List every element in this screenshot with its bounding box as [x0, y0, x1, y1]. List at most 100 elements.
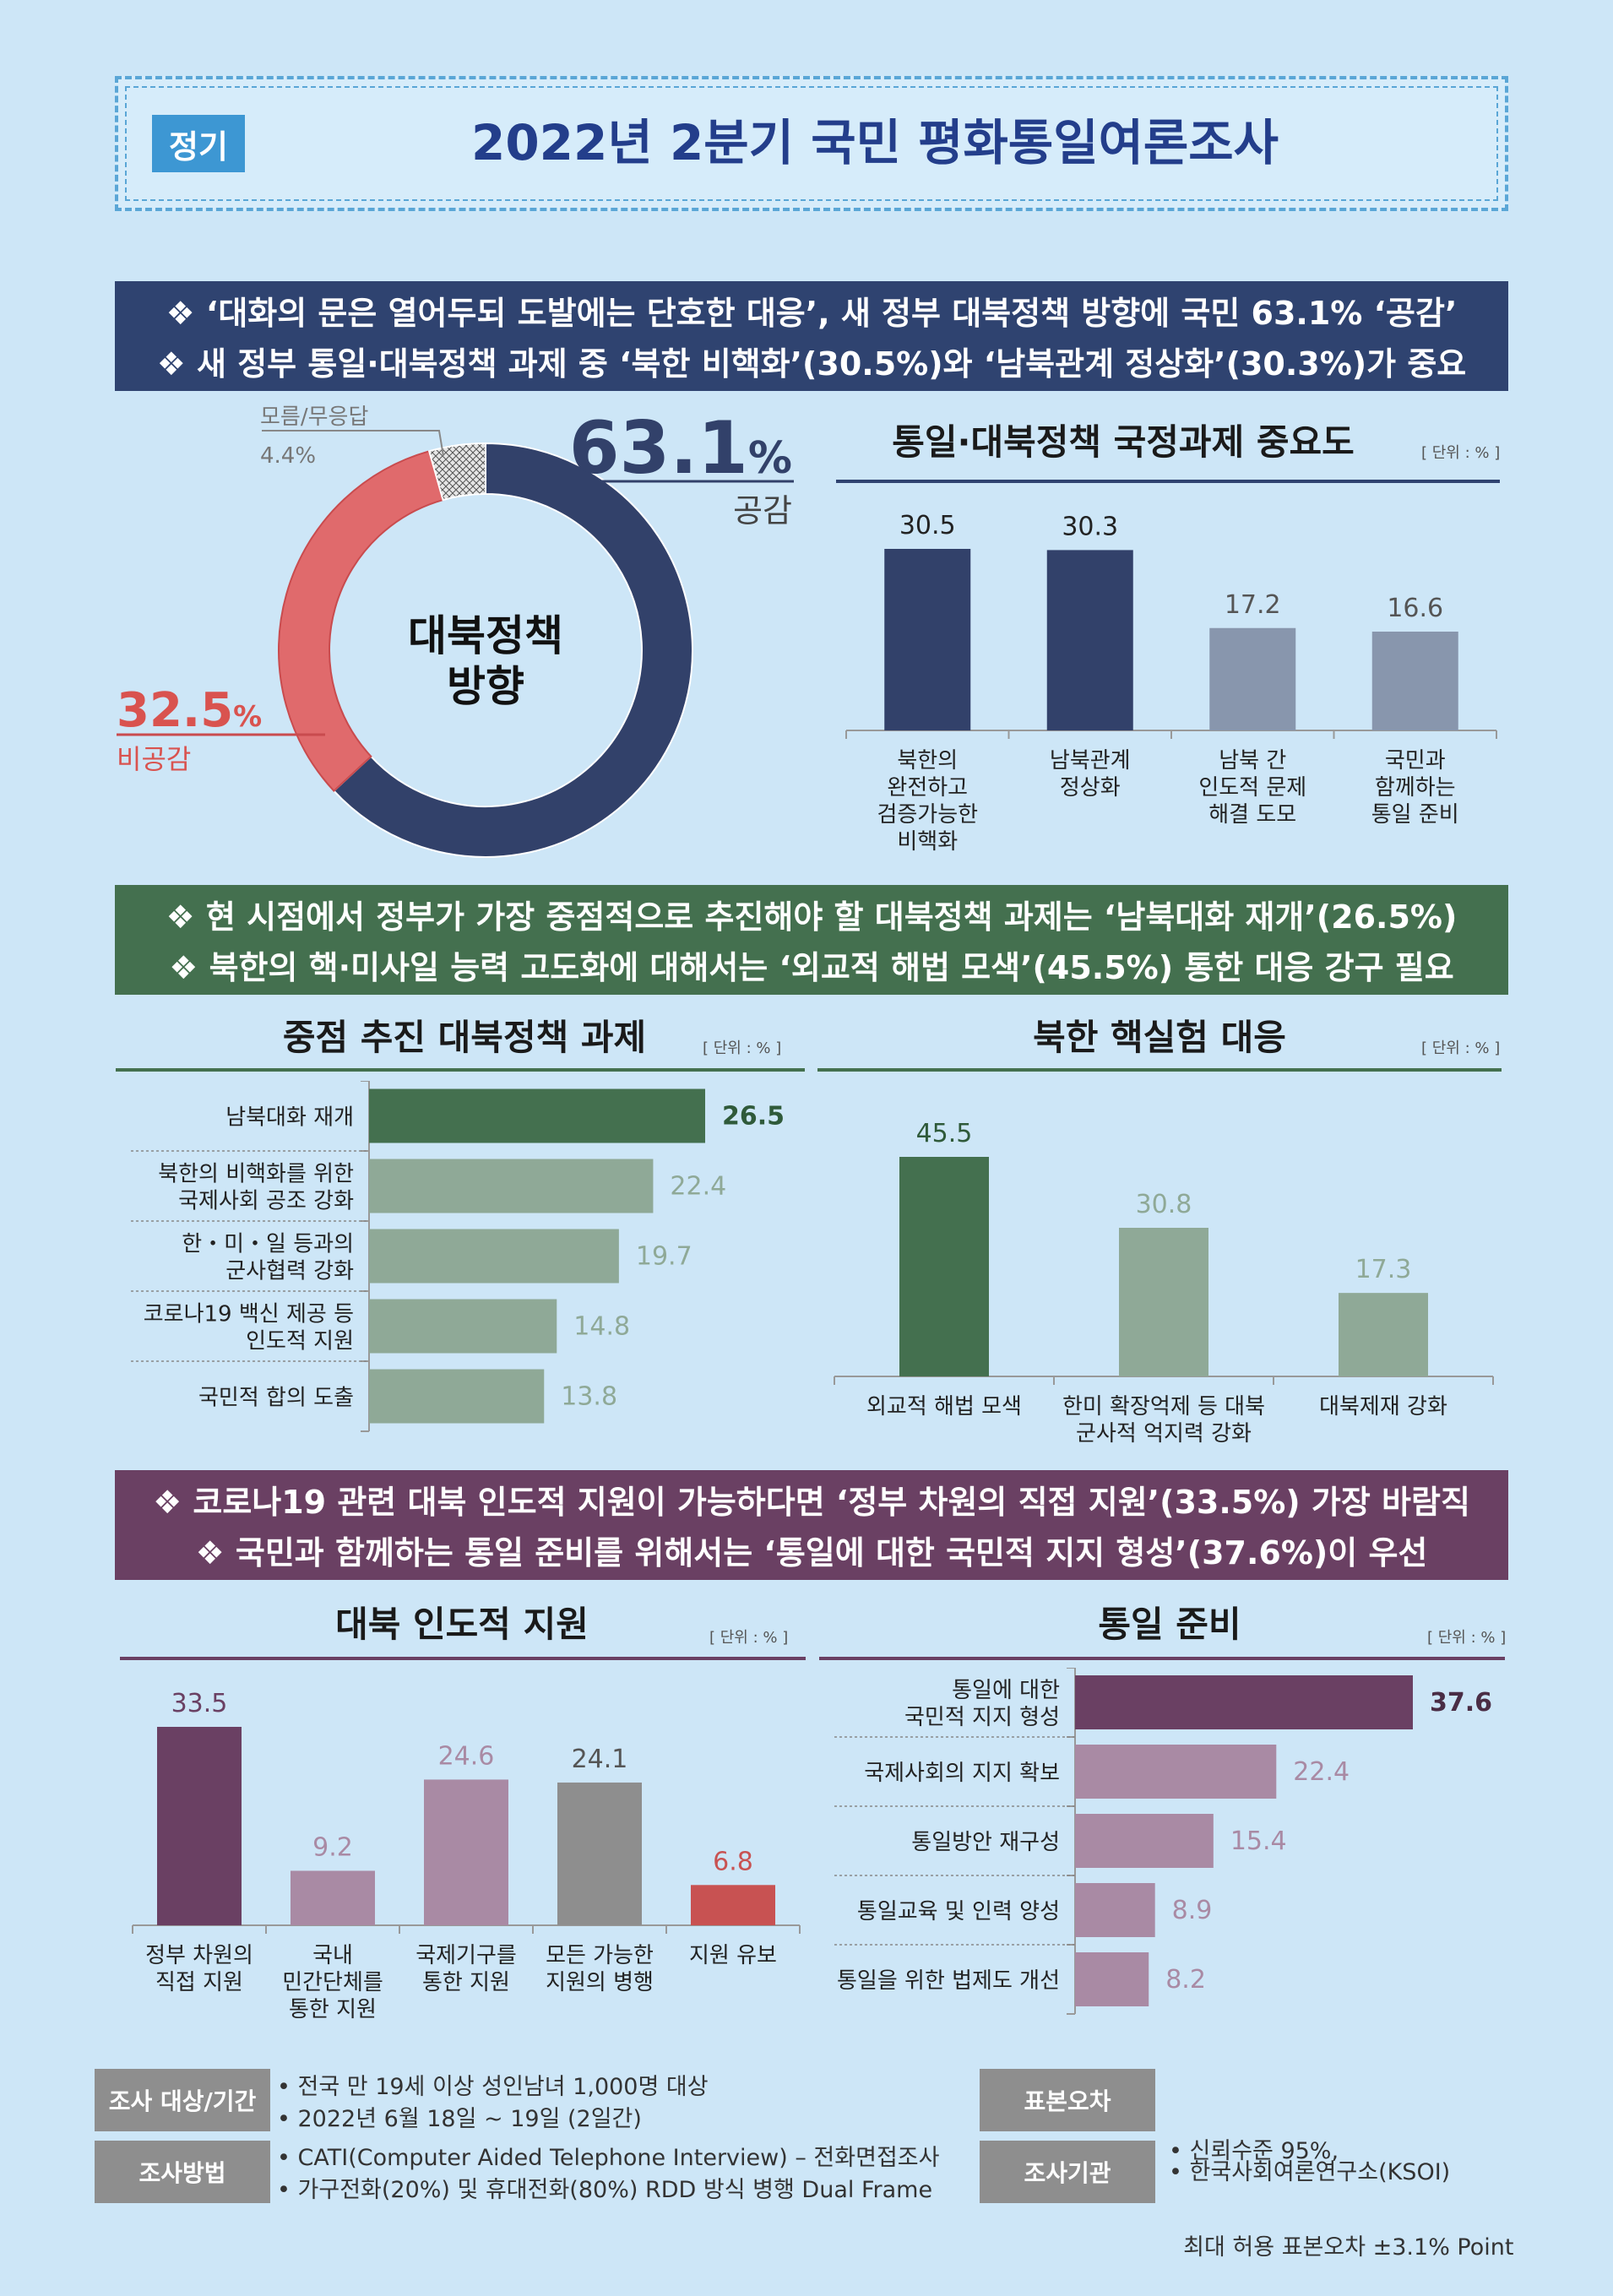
- tick-label: 정부 차원의: [145, 1943, 253, 1968]
- donut-center-label: 대북정책: [408, 611, 563, 660]
- header-box: 정기 2022년 2분기 국민 평화통일여론조사: [115, 76, 1508, 211]
- banner-line: ❖ 북한의 핵·미사일 능력 고도화에 대해서는 ‘외교적 해법 모색’(45.…: [169, 949, 1454, 986]
- data-label: 45.5: [916, 1119, 973, 1148]
- footer-method-label: 조사방법: [95, 2141, 270, 2203]
- tick-label: 통일 준비: [1371, 802, 1459, 828]
- data-label: 24.1: [572, 1745, 628, 1774]
- chart4-title: 북한 핵실험 대응: [1033, 1017, 1286, 1058]
- bar: [1075, 1745, 1277, 1799]
- banner-line: ❖ ‘대화의 문은 열어두되 도발에는 단호한 대응’, 새 정부 대북정책 방…: [166, 295, 1458, 332]
- tick-label: 북한의: [897, 748, 958, 773]
- data-label: 26.5: [722, 1102, 785, 1132]
- tick-label: 남북 간: [1219, 748, 1286, 773]
- data-label: 30.8: [1136, 1190, 1192, 1219]
- header-inner-border: [125, 86, 1498, 201]
- data-label: 8.2: [1165, 1965, 1206, 1995]
- footer-line: • 2022년 6월 18일 ~ 19일 (2일간): [277, 2106, 642, 2132]
- data-label: 8.9: [1172, 1896, 1213, 1925]
- bar: [884, 549, 971, 730]
- banner-section3: ❖ 코로나19 관련 대북 인도적 지원이 가능하다면 ‘정부 차원의 직접 지…: [115, 1470, 1508, 1580]
- footer-line: • 신뢰수준 95%,: [1169, 2138, 1339, 2164]
- agree-value: 63.1: [569, 406, 748, 491]
- bar: [899, 1157, 989, 1376]
- footer-line: • 가구전화(20%) 및 휴대전화(80%) RDD 방식 병행 Dual F…: [277, 2177, 933, 2203]
- data-label: 17.3: [1355, 1255, 1412, 1284]
- tick-label: 국민적 지지 형성: [904, 1705, 1060, 1730]
- data-label: 15.4: [1230, 1826, 1287, 1856]
- footer-survey-target-text: • 전국 만 19세 이상 성인남녀 1,000명 대상 • 2022년 6월 …: [277, 2071, 709, 2136]
- footer-org-text: • 한국사회여론연구소(KSOI): [1169, 2157, 1450, 2189]
- banner-line: ❖ 현 시점에서 정부가 가장 중점적으로 추진해야 할 대북정책 과제는 ‘남…: [166, 898, 1458, 936]
- disagree-value-label: 32.5%: [117, 683, 262, 738]
- tick-label: 남북관계: [1050, 748, 1131, 773]
- page-title: 2022년 2분기 국민 평화통일여론조사: [470, 114, 1279, 171]
- disagree-label: 비공감: [117, 743, 191, 775]
- data-label: 16.6: [1387, 594, 1443, 623]
- tick-label: 정상화: [1060, 775, 1121, 801]
- disagree-value: 32.5: [117, 683, 233, 738]
- tick-label: 국내: [312, 1943, 353, 1968]
- data-label: 19.7: [636, 1242, 692, 1272]
- chart5-unit: [ 단위 : % ]: [709, 1629, 789, 1647]
- chart2-title: 통일·대북정책 국정과제 중요도: [892, 421, 1355, 463]
- tick-label: 통일교육 및 인력 양성: [857, 1899, 1060, 1924]
- tick-label: 한・미・일 등과의: [182, 1232, 354, 1257]
- agree-percent: %: [748, 433, 792, 484]
- bar: [557, 1782, 642, 1925]
- bar: [691, 1885, 775, 1925]
- tick-label: 해결 도모: [1208, 802, 1296, 828]
- chart6-title: 통일 준비: [1098, 1604, 1241, 1645]
- tick-label: 대북제재 강화: [1319, 1394, 1447, 1419]
- donut-slices: [278, 442, 693, 858]
- data-label: 33.5: [171, 1689, 228, 1718]
- bar: [1371, 631, 1458, 730]
- callout-line-unknown: [262, 430, 444, 457]
- disagree-percent: %: [233, 700, 262, 734]
- bar: [1075, 1814, 1214, 1868]
- banner-line: ❖ 코로나19 관련 대북 인도적 지원이 가능하다면 ‘정부 차원의 직접 지…: [153, 1484, 1470, 1521]
- bar: [369, 1159, 654, 1213]
- unknown-value: 4.4%: [260, 443, 316, 469]
- data-label: 37.6: [1430, 1688, 1492, 1718]
- data-label: 30.5: [899, 511, 956, 540]
- chart3-title-rule: [116, 1068, 805, 1072]
- footer-line: • CATI(Computer Aided Telephone Intervie…: [277, 2145, 940, 2171]
- footer-org-label: 조사기관: [980, 2141, 1155, 2203]
- data-label: 9.2: [312, 1832, 353, 1862]
- data-label: 13.8: [561, 1382, 617, 1412]
- tick-label: 통한 지원: [422, 1970, 510, 1995]
- donut-center-label: 방향: [447, 662, 524, 711]
- bar: [424, 1779, 508, 1925]
- tick-label: 함께하는: [1375, 775, 1456, 801]
- footer-line: • 한국사회여론연구소(KSOI): [1169, 2159, 1451, 2185]
- agree-label: 공감: [733, 492, 792, 529]
- bar: [1075, 1883, 1155, 1937]
- tick-label: 한미 확장억제 등 대북: [1062, 1394, 1265, 1419]
- tick-label: 코로나19 백신 제공 등: [144, 1302, 354, 1327]
- bar: [369, 1088, 705, 1143]
- tick-label: 외교적 해법 모색: [866, 1394, 1022, 1419]
- footer-line: 최대 허용 표본오차 ±3.1% Point: [1169, 2234, 1514, 2261]
- donut-slice: [332, 442, 693, 858]
- banner-line: ❖ 국민과 함께하는 통일 준비를 위해서는 ‘통일에 대한 국민적 지지 형성…: [195, 1534, 1428, 1571]
- tick-label: 국민적 합의 도출: [198, 1386, 354, 1411]
- chart3-unit: [ 단위 : % ]: [703, 1039, 782, 1057]
- footer-error-label: 표본오차: [980, 2069, 1155, 2131]
- chart6-title-rule: [819, 1657, 1505, 1660]
- data-label: 24.6: [438, 1741, 495, 1771]
- footer-method-text: • CATI(Computer Aided Telephone Intervie…: [277, 2142, 939, 2206]
- data-label: 22.4: [670, 1172, 726, 1202]
- tick-label: 통일방안 재구성: [911, 1830, 1060, 1855]
- data-label: 6.8: [713, 1847, 753, 1876]
- bar: [1075, 1675, 1413, 1729]
- bar: [369, 1299, 557, 1354]
- chart6-unit: [ 단위 : % ]: [1427, 1629, 1507, 1647]
- tick-label: 통일에 대한: [952, 1678, 1060, 1703]
- tick-label: 직접 지원: [155, 1970, 243, 1995]
